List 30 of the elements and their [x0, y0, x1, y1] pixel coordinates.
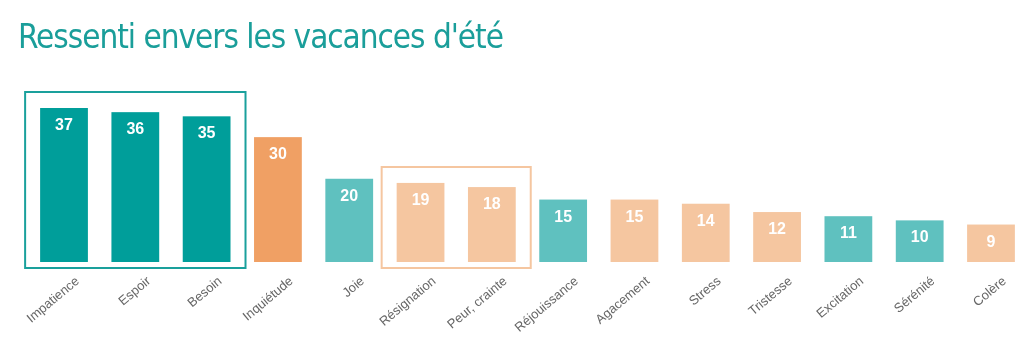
bar: [824, 216, 873, 262]
bar: [895, 220, 944, 262]
data-label: 35: [197, 124, 216, 142]
bar: [254, 137, 302, 262]
bar: [396, 182, 445, 262]
bar: [681, 203, 730, 262]
data-label: 18: [482, 195, 501, 213]
x-tick-label: Joie: [339, 273, 368, 300]
data-label: 12: [768, 220, 787, 238]
data-label: 19: [411, 190, 430, 208]
chart-title: Ressenti envers les vacances d'été: [18, 17, 504, 56]
bar: [40, 108, 88, 262]
data-label: 9: [986, 232, 996, 250]
data-label: 37: [55, 116, 74, 133]
bar: [325, 178, 374, 262]
bar: [610, 199, 659, 262]
bar: [967, 224, 1015, 262]
data-label: 11: [839, 224, 857, 242]
data-label: 10: [910, 228, 929, 246]
bar: [182, 116, 231, 262]
bar: [753, 212, 801, 262]
bar: [111, 112, 160, 262]
data-label: 15: [554, 207, 573, 225]
data-label: 36: [126, 120, 145, 138]
data-label: 20: [340, 186, 359, 204]
data-label: 14: [696, 211, 715, 229]
data-label: 15: [625, 207, 644, 225]
data-label: 30: [269, 145, 287, 163]
bar: [539, 199, 588, 262]
bar: [467, 187, 516, 262]
